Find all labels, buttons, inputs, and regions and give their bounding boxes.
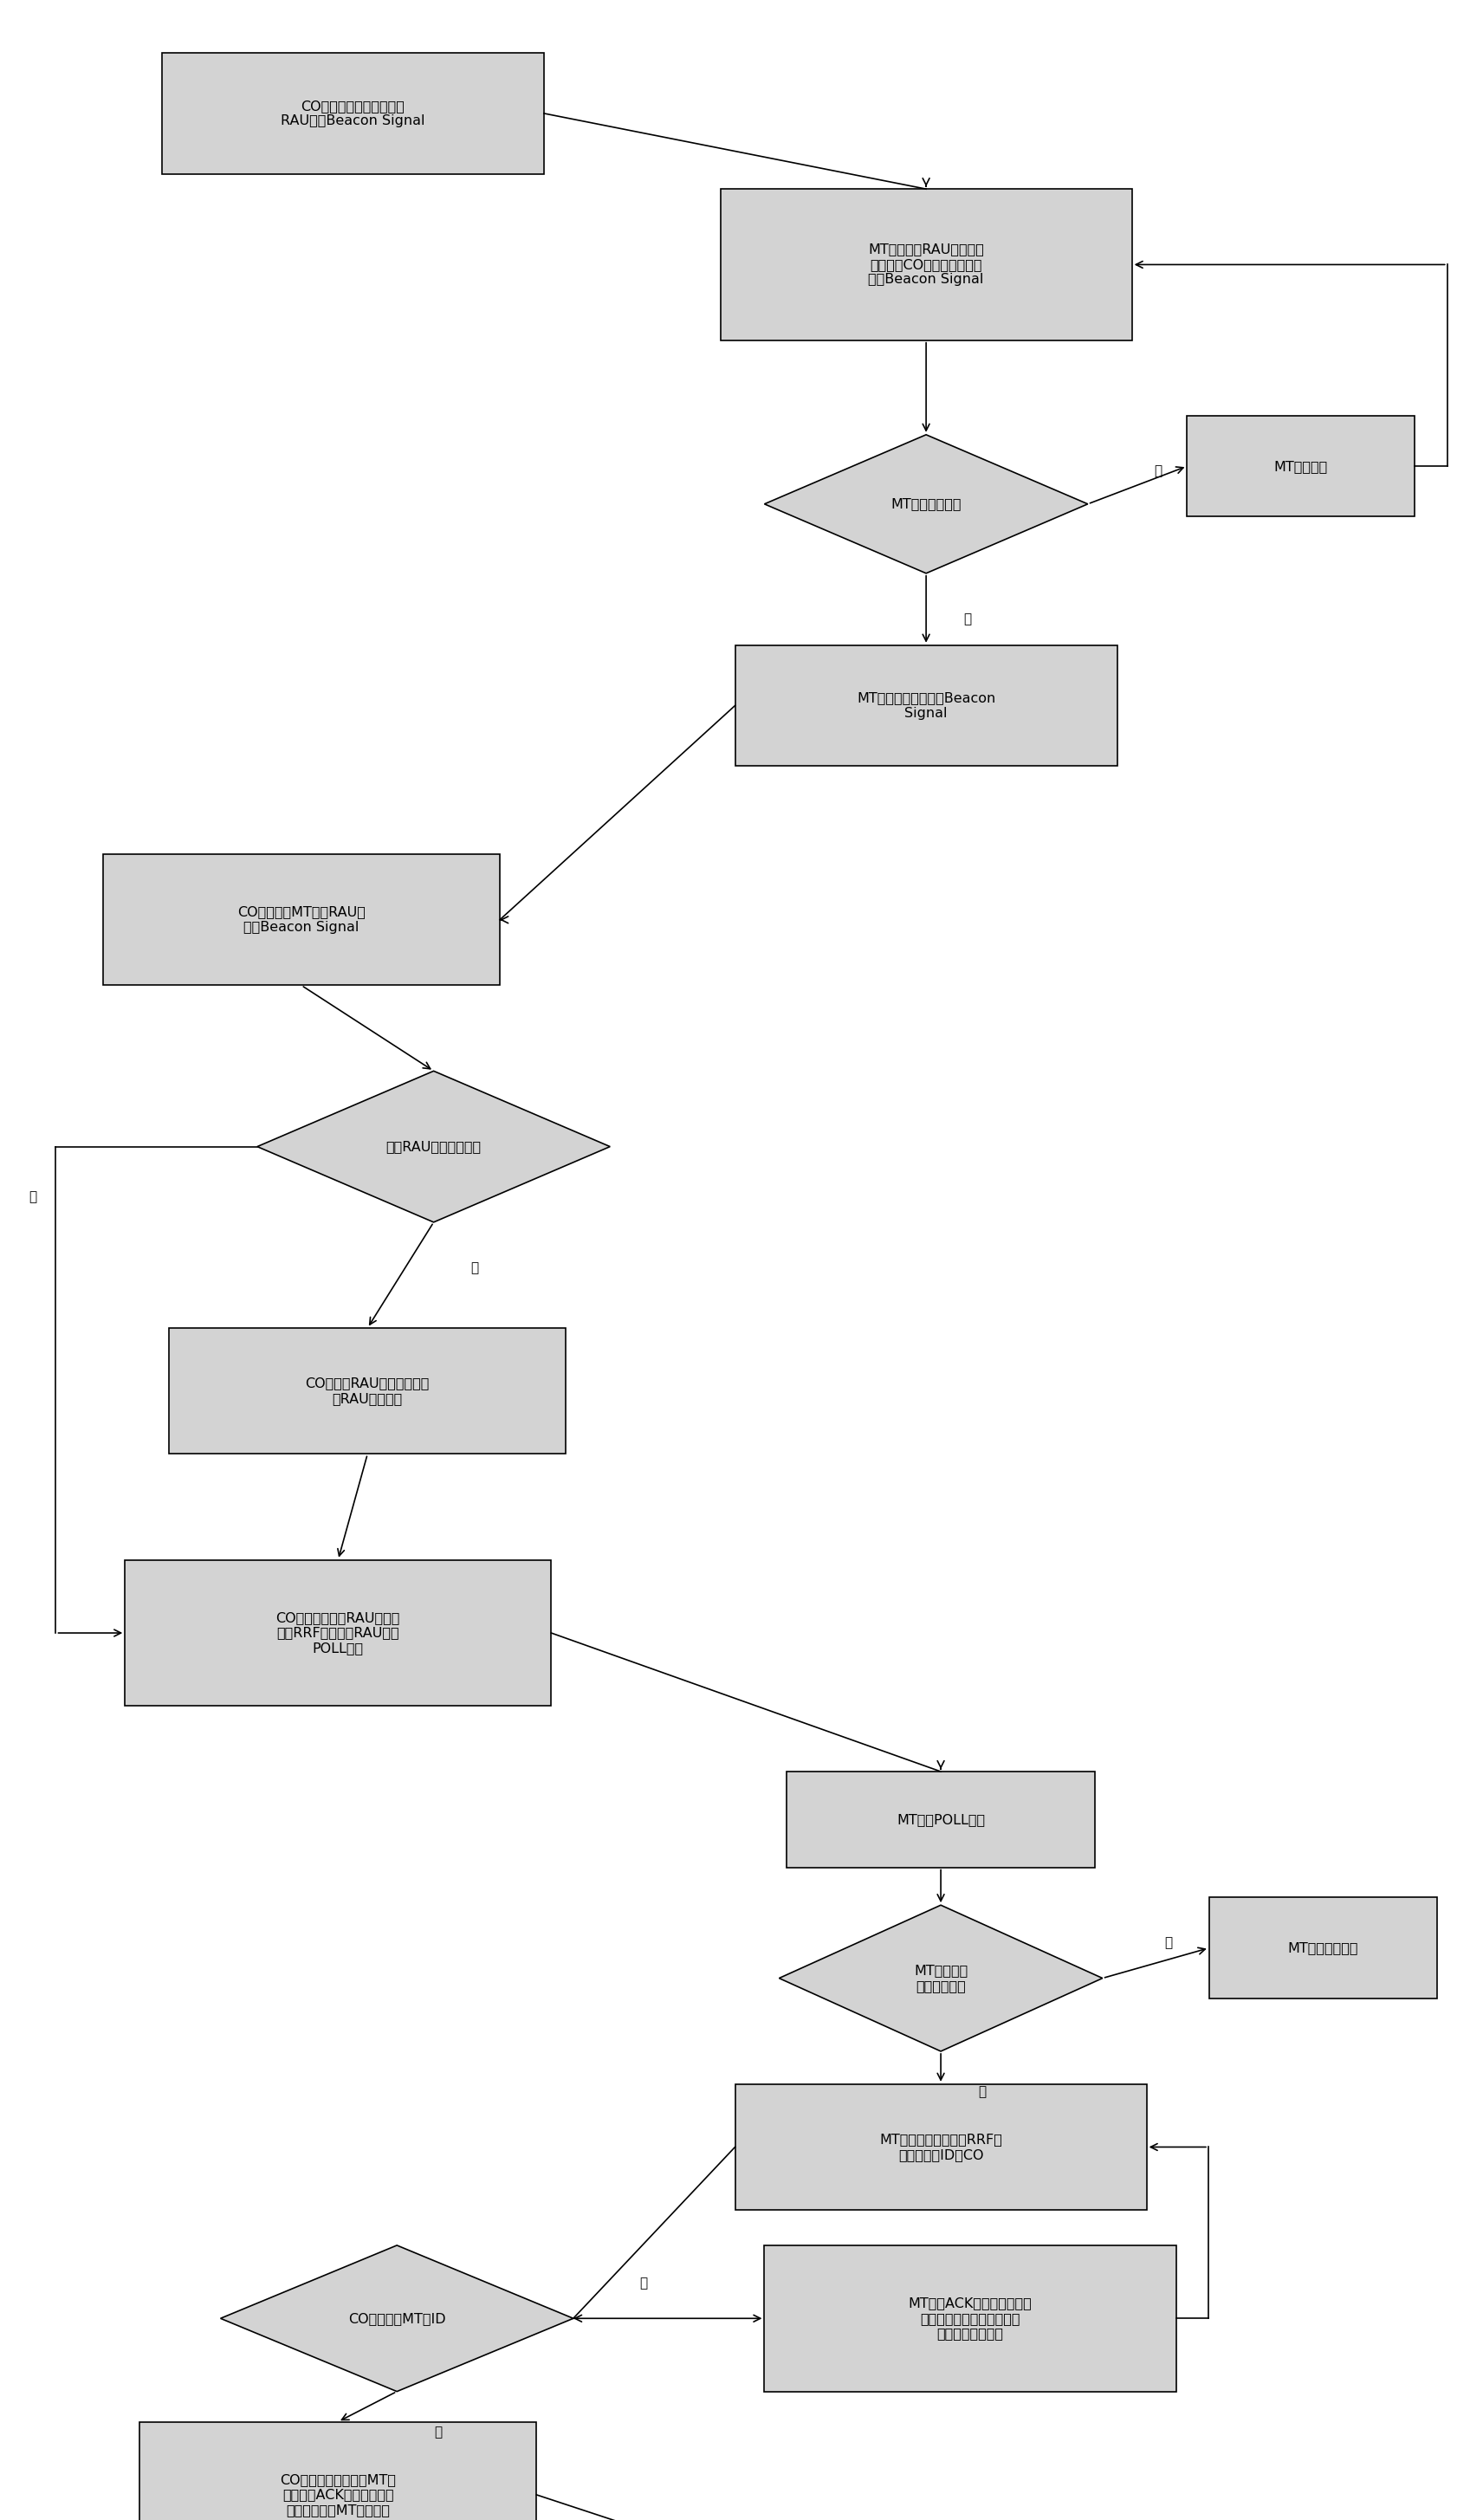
Text: CO通过控制通道向所有的
RAU发送Beacon Signal: CO通过控制通道向所有的 RAU发送Beacon Signal xyxy=(281,98,425,129)
Text: 否: 否 xyxy=(978,2084,986,2099)
Text: CO成功收到MT的ID: CO成功收到MT的ID xyxy=(348,2311,445,2326)
Text: MT已注册，
正在传输数据: MT已注册， 正在传输数据 xyxy=(914,1963,967,1993)
Polygon shape xyxy=(779,1905,1102,2051)
Text: 否: 否 xyxy=(1154,464,1163,479)
Text: MT通过侦听到的当前RRF帧
发送自己的ID给CO: MT通过侦听到的当前RRF帧 发送自己的ID给CO xyxy=(879,2132,1003,2162)
Text: 是: 是 xyxy=(963,612,972,625)
Text: CO收到来自MT所在RAU发
送的Beacon Signal: CO收到来自MT所在RAU发 送的Beacon Signal xyxy=(237,905,366,935)
FancyBboxPatch shape xyxy=(764,2245,1176,2391)
FancyBboxPatch shape xyxy=(140,2422,537,2520)
Text: MT保持静默: MT保持静默 xyxy=(1274,459,1327,474)
Text: MT等待ACK消息超时，认为
发生了冲突，等待一个随机
的时间后重新注册: MT等待ACK消息超时，认为 发生了冲突，等待一个随机 的时间后重新注册 xyxy=(908,2296,1032,2341)
Text: 目标RAU已经分配波长: 目标RAU已经分配波长 xyxy=(387,1139,481,1154)
FancyBboxPatch shape xyxy=(1208,1898,1438,1998)
Text: MT收到POLL消息: MT收到POLL消息 xyxy=(897,1812,985,1827)
Text: MT继续传输数据: MT继续传输数据 xyxy=(1288,1940,1358,1956)
FancyBboxPatch shape xyxy=(103,854,500,985)
FancyBboxPatch shape xyxy=(162,53,544,174)
Polygon shape xyxy=(257,1071,610,1222)
Text: CO为目标RAU分配波长，完
成RAU激活过程: CO为目标RAU分配波长，完 成RAU激活过程 xyxy=(306,1376,429,1406)
FancyBboxPatch shape xyxy=(786,1772,1095,1867)
Text: MT进入一个RAU的覆盖范
围，收到CO通过控制通道发
送的Beacon Signal: MT进入一个RAU的覆盖范 围，收到CO通过控制通道发 送的Beacon Sig… xyxy=(869,242,983,287)
Text: MT通过控制通道回复Beacon
Signal: MT通过控制通道回复Beacon Signal xyxy=(857,690,995,721)
Text: 是: 是 xyxy=(434,2424,442,2439)
Polygon shape xyxy=(764,433,1088,572)
FancyBboxPatch shape xyxy=(125,1560,551,1706)
FancyBboxPatch shape xyxy=(1188,416,1414,517)
Text: CO通过分配给该RAU的波长
中的RRF通道向该RAU发送
POLL消息: CO通过分配给该RAU的波长 中的RRF通道向该RAU发送 POLL消息 xyxy=(276,1610,400,1656)
Text: 否: 否 xyxy=(639,2276,648,2291)
Text: 是: 是 xyxy=(1164,1935,1173,1950)
Text: 是: 是 xyxy=(28,1189,37,1205)
FancyBboxPatch shape xyxy=(720,189,1132,340)
Text: CO分配相应的资源给MT，
并且发回ACK消息，其中包
含了分配给该MT的通道号: CO分配相应的资源给MT， 并且发回ACK消息，其中包 含了分配给该MT的通道号 xyxy=(281,2472,395,2517)
Text: MT需要传输数据: MT需要传输数据 xyxy=(891,496,961,512)
FancyBboxPatch shape xyxy=(169,1328,566,1454)
Polygon shape xyxy=(220,2245,573,2391)
FancyBboxPatch shape xyxy=(735,2084,1147,2210)
FancyBboxPatch shape xyxy=(735,645,1117,766)
Text: 否: 否 xyxy=(470,1260,479,1275)
